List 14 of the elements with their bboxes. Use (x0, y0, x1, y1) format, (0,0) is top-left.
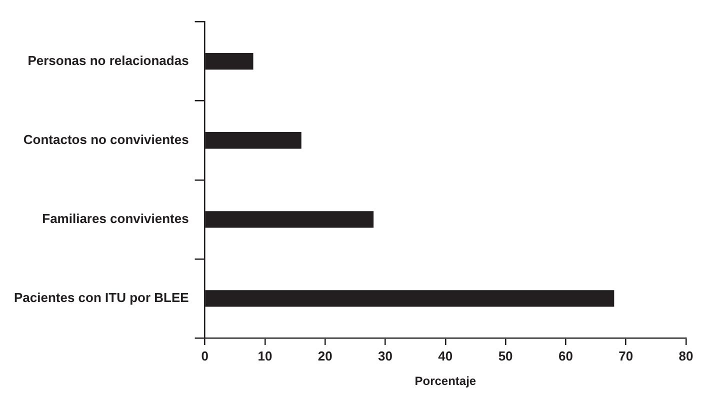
y-tick-label: Pacientes con ITU por BLEE (14, 290, 190, 306)
x-tick-label: 40 (438, 348, 453, 364)
x-axis-title: Porcentaje (414, 374, 476, 388)
x-tick-label: 60 (558, 348, 573, 364)
x-tick-label: 0 (201, 348, 208, 364)
x-tick-label: 30 (378, 348, 392, 364)
y-tick-label: Personas no relacionadas (28, 52, 189, 68)
x-tick-label: 70 (618, 348, 634, 364)
x-tick-label: 80 (678, 348, 694, 364)
x-tick-label: 20 (318, 348, 332, 364)
x-tick-label: 50 (498, 348, 513, 364)
y-tick-label: Contactos no convivientes (23, 132, 189, 147)
x-tick-label: 10 (258, 348, 272, 364)
y-tick-label: Familiares convivientes (42, 211, 189, 226)
